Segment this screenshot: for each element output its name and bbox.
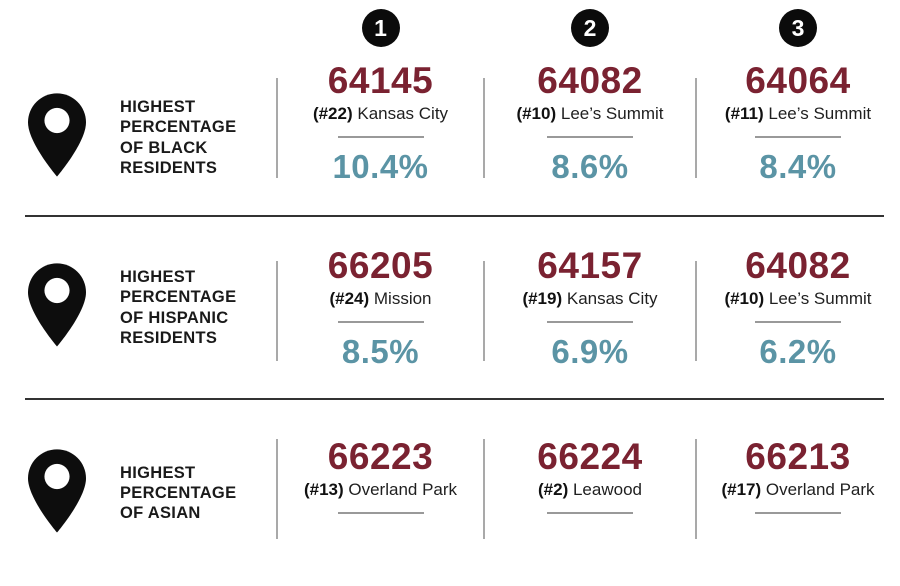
zip-code: 64145 — [327, 60, 434, 101]
zip-code: 66224 — [537, 436, 643, 477]
rank-city-line: (#10) Lee’s Summit — [516, 104, 663, 124]
column-divider — [276, 261, 278, 361]
row-highest-hispanic-residents: HIGHEST PERCENTAGE OF HISPANIC RESIDENTS… — [0, 217, 900, 398]
column-divider — [483, 261, 485, 361]
map-pin-icon — [28, 263, 86, 352]
row-highest-asian-residents: HIGHEST PERCENTAGE OF ASIAN 66223 (#13) … — [0, 400, 900, 586]
column-divider — [695, 439, 697, 539]
rank-column-2-header: 2 — [484, 0, 696, 60]
rank-city-line: (#24) Mission — [329, 289, 431, 309]
rank-city-line: (#19) Kansas City — [522, 289, 657, 309]
row-label-cell: HIGHEST PERCENTAGE OF HISPANIC RESIDENTS — [0, 217, 277, 398]
rank-2-cell: 66224 (#2) Leawood — [484, 400, 696, 586]
cell-separator-line — [337, 136, 424, 138]
map-pin-icon — [28, 448, 86, 538]
rank-1-badge: 1 — [361, 9, 400, 47]
zip-code: 66223 — [327, 436, 434, 477]
rank-1-cell: 64145 (#22) Kansas City 10.4% — [277, 60, 484, 215]
rank-3-cell: 66213 (#17) Overland Park — [696, 400, 900, 586]
rank-3-badge: 3 — [779, 9, 817, 47]
row-label-cell: HIGHEST PERCENTAGE OF ASIAN — [0, 400, 277, 586]
percentage-value: 6.9% — [551, 333, 629, 370]
city-name: Lee’s Summit — [560, 104, 664, 123]
rank-header: 1 2 3 — [0, 0, 900, 60]
rank-1-cell: 66205 (#24) Mission 8.5% — [277, 217, 484, 398]
zip-code: 64082 — [745, 245, 851, 286]
cell-separator-line — [547, 136, 633, 138]
cell-separator-line — [337, 512, 424, 514]
rank-city-line: (#11) Lee’s Summit — [725, 104, 871, 124]
rank-2-cell: 64082 (#10) Lee’s Summit 8.6% — [484, 60, 696, 215]
percentage-value: 8.4% — [759, 148, 837, 185]
cell-separator-line — [755, 321, 841, 323]
rank-3-cell: 64082 (#10) Lee’s Summit 6.2% — [696, 217, 900, 398]
percentage-value: 8.5% — [341, 333, 420, 370]
rank-city-line: (#10) Lee’s Summit — [724, 289, 871, 309]
column-divider — [483, 78, 485, 178]
row-divider — [25, 215, 884, 217]
city-name: Kansas City — [566, 289, 658, 308]
header-spacer — [0, 0, 277, 60]
metro-rank: (#22) — [312, 104, 353, 123]
city-name: Lee’s Summit — [768, 104, 872, 123]
zip-code: 66213 — [745, 436, 851, 477]
metro-rank: (#19) — [522, 289, 563, 308]
zip-code: 66205 — [327, 245, 434, 286]
rank-2-badge: 2 — [571, 9, 609, 47]
rank-city-line: (#17) Overland Park — [721, 480, 874, 500]
cell-separator-line — [755, 512, 841, 514]
column-divider — [276, 439, 278, 539]
cell-separator-line — [547, 321, 633, 323]
rank-2-cell: 64157 (#19) Kansas City 6.9% — [484, 217, 696, 398]
zip-code-ranking-infographic: 1 2 3 HIGHEST PERCENTAGE OF BLACK RESIDE… — [0, 0, 900, 539]
row-highest-black-residents: HIGHEST PERCENTAGE OF BLACK RESIDENTS 64… — [0, 60, 900, 215]
column-divider — [483, 439, 485, 539]
metro-rank: (#2) — [538, 480, 569, 499]
percentage-value: 6.2% — [759, 333, 837, 370]
rank-city-line: (#13) Overland Park — [304, 480, 457, 500]
column-divider — [695, 78, 697, 178]
row-label: HIGHEST PERCENTAGE OF HISPANIC RESIDENTS — [120, 268, 237, 347]
column-divider — [276, 78, 278, 178]
metro-rank: (#24) — [329, 289, 370, 308]
city-name: Overland Park — [765, 480, 875, 499]
zip-code: 64064 — [745, 60, 851, 101]
metro-rank: (#10) — [516, 104, 557, 123]
zip-code: 64157 — [537, 245, 643, 286]
cell-separator-line — [755, 136, 841, 138]
rank-city-line: (#22) Kansas City — [313, 104, 448, 124]
city-name: Mission — [373, 289, 432, 308]
percentage-value: 10.4% — [332, 148, 429, 185]
cell-separator-line — [337, 321, 424, 323]
city-name: Overland Park — [348, 480, 458, 499]
row-divider — [25, 398, 884, 400]
city-name: Kansas City — [357, 104, 449, 123]
percentage-value: 8.6% — [551, 148, 629, 185]
row-label: HIGHEST PERCENTAGE OF ASIAN — [120, 463, 237, 523]
metro-rank: (#10) — [724, 289, 765, 308]
cell-separator-line — [547, 512, 633, 514]
city-name: Leawood — [572, 480, 642, 499]
rank-column-3-header: 3 — [696, 0, 900, 60]
row-label: HIGHEST PERCENTAGE OF BLACK RESIDENTS — [120, 98, 237, 177]
rank-column-1-header: 1 — [277, 0, 484, 60]
metro-rank: (#17) — [721, 480, 762, 499]
city-name: Lee’s Summit — [768, 289, 872, 308]
rank-3-cell: 64064 (#11) Lee’s Summit 8.4% — [696, 60, 900, 215]
column-divider — [695, 261, 697, 361]
metro-rank: (#13) — [303, 480, 344, 499]
zip-code: 64082 — [537, 60, 643, 101]
map-pin-icon — [28, 93, 86, 182]
metro-rank: (#11) — [724, 104, 764, 123]
rank-1-cell: 66223 (#13) Overland Park — [277, 400, 484, 586]
row-label-cell: HIGHEST PERCENTAGE OF BLACK RESIDENTS — [0, 60, 277, 215]
rank-city-line: (#2) Leawood — [538, 480, 642, 500]
